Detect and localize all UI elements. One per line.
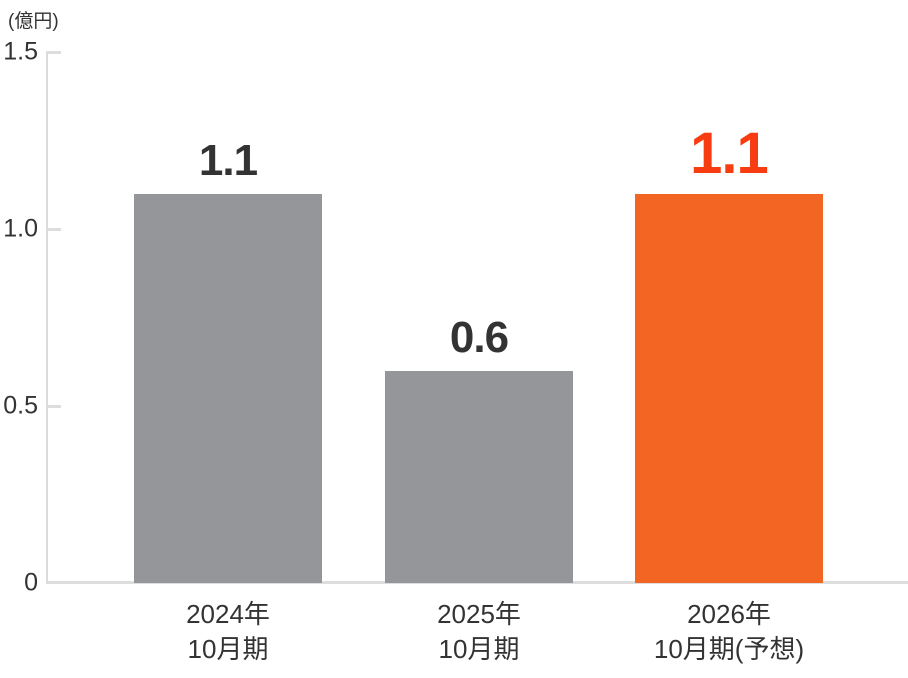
x-axis-label-line2: 10月期 — [187, 634, 269, 664]
bar-value-label-2025: 0.6 — [449, 312, 509, 362]
x-axis-label-line2: 10月期(予想) — [653, 634, 805, 664]
bar-value-label-2026: 1.1 — [690, 120, 769, 186]
y-axis-line — [46, 52, 48, 583]
y-tick-mark — [46, 228, 61, 231]
y-tick-label: 0.5 — [3, 391, 38, 420]
x-axis-label-line1: 2024年 — [186, 599, 270, 629]
x-axis-label-2025: 2025年 10月期 — [349, 597, 609, 667]
x-axis-label-2026: 2026年 10月期(予想) — [599, 597, 859, 667]
bar-2024 — [134, 193, 322, 583]
bar-value-label-2024: 1.1 — [198, 135, 258, 185]
x-axis-label-line1: 2025年 — [437, 599, 521, 629]
bar-2025 — [385, 370, 573, 583]
bar-group-2025: 0.6 2025年 10月期 — [385, 0, 573, 678]
bar-group-2024: 1.1 2024年 10月期 — [134, 0, 322, 678]
bar-2026-forecast — [635, 193, 823, 583]
y-tick-label: 0 — [24, 568, 38, 597]
y-tick-mark — [46, 405, 61, 408]
y-tick-mark — [46, 51, 61, 54]
x-axis-label-line1: 2026年 — [687, 599, 771, 629]
x-axis-label-line2: 10月期 — [438, 634, 520, 664]
y-tick-label: 1.0 — [3, 214, 38, 243]
bar-group-2026-forecast: 1.1 2026年 10月期(予想) — [635, 0, 823, 678]
y-tick-label: 1.5 — [3, 37, 38, 66]
x-axis-label-2024: 2024年 10月期 — [98, 597, 358, 667]
y-axis-unit-label: (億円) — [8, 11, 59, 32]
